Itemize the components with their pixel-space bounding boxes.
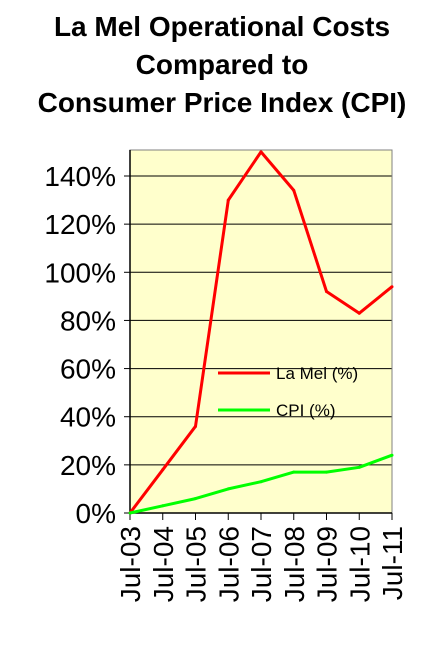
- data-point: [357, 311, 361, 315]
- data-point: [161, 504, 165, 508]
- x-tick-label: Jul-04: [148, 526, 179, 602]
- legend-label: CPI (%): [276, 401, 336, 420]
- y-tick-label: 40%: [60, 402, 116, 433]
- y-axis-labels: 0% 20% 40% 60% 80% 100% 120% 140%: [44, 161, 116, 529]
- data-point: [325, 470, 328, 474]
- data-point: [226, 487, 230, 491]
- x-tick-label: Jul-05: [181, 526, 212, 602]
- chart-title: La Mel Operational Costs Compared to Con…: [0, 8, 444, 122]
- plot-area: [130, 150, 392, 513]
- x-tick-label: Jul-07: [246, 526, 277, 602]
- x-tick-label: Jul-06: [213, 526, 244, 602]
- legend-label: La Mel (%): [276, 364, 358, 383]
- axes: [129, 149, 393, 520]
- data-point: [161, 468, 165, 472]
- data-point: [259, 480, 263, 484]
- chart-title-line-1: La Mel Operational Costs: [53, 11, 391, 42]
- x-tick-label: Jul-10: [344, 526, 375, 602]
- y-tick-label: 120%: [44, 209, 116, 240]
- y-tick-label: 80%: [60, 305, 116, 336]
- series-layer: [128, 150, 394, 515]
- x-tick-label: Jul-11: [377, 526, 408, 600]
- y-tick-label: 60%: [60, 354, 116, 385]
- x-axis-labels: Jul-03 Jul-04 Jul-05 Jul-06 Jul-07 Jul-08 Jul-…: [115, 526, 408, 602]
- data-point: [357, 465, 361, 469]
- y-tick-label: 100%: [44, 257, 116, 288]
- data-point: [390, 285, 394, 289]
- y-tick-label: 140%: [44, 161, 116, 192]
- y-tick-label: 0%: [76, 498, 116, 529]
- data-point: [128, 511, 132, 515]
- y-tick-label: 20%: [60, 450, 116, 481]
- data-point: [390, 453, 394, 457]
- data-point: [194, 497, 197, 501]
- x-tick-label: Jul-03: [115, 526, 146, 602]
- data-point: [292, 470, 296, 474]
- data-point: [325, 290, 328, 294]
- data-point: [259, 150, 263, 154]
- data-point: [226, 198, 230, 202]
- legend: La Mel (%) CPI (%): [218, 364, 358, 420]
- x-tick-label: Jul-08: [279, 526, 310, 602]
- chart-title-line-3: Consumer Price Index (CPI): [37, 87, 407, 118]
- x-tick-label: Jul-09: [312, 526, 343, 602]
- data-point: [292, 188, 296, 192]
- chart-title-line-2: Compared to: [135, 49, 309, 80]
- gridlines: [124, 175, 392, 514]
- data-point: [194, 424, 197, 428]
